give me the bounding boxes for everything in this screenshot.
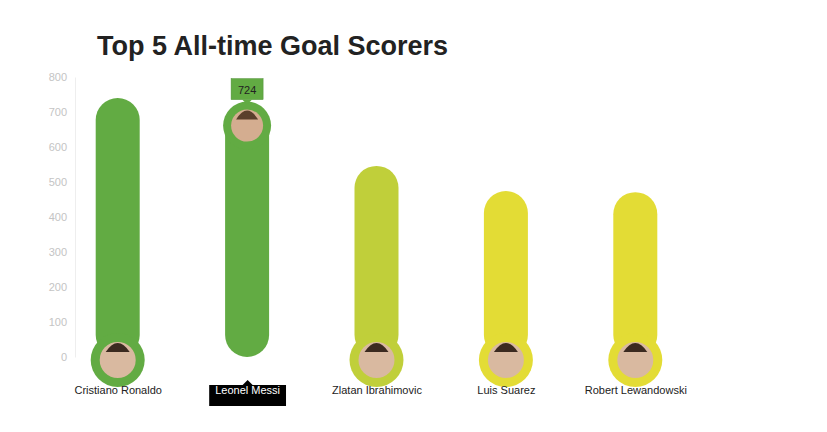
x-tick: Leonel Messi	[209, 380, 286, 406]
y-tick-label: 400	[49, 211, 67, 223]
avatar-hair	[623, 343, 647, 352]
y-tick: 400	[49, 211, 75, 223]
y-axis: 0 100 200 300 400 500 600 700 800	[49, 71, 76, 363]
avatar-hair	[106, 343, 130, 352]
bar[interactable]	[613, 192, 657, 357]
y-tick: 0	[61, 351, 75, 363]
y-tick-label: 0	[61, 351, 67, 363]
y-tick-label: 600	[49, 141, 67, 153]
avatar-ring	[350, 333, 404, 387]
y-tick-label: 100	[49, 316, 67, 328]
x-tick-label: Robert Lewandowski	[585, 384, 687, 396]
y-tick: 200	[49, 281, 75, 293]
title: Top 5 All-time Goal Scorers	[97, 31, 448, 61]
avatar	[359, 342, 395, 378]
avatar-ring	[223, 102, 271, 150]
tooltip-pointer	[242, 100, 252, 105]
tooltip-box	[231, 79, 263, 100]
avatar-hair	[365, 343, 389, 352]
y-tick: 700	[49, 106, 75, 118]
y-tick: 800	[49, 71, 75, 83]
bar[interactable]	[355, 166, 399, 357]
x-tick: Luis Suarez	[477, 384, 535, 396]
chart: Top 5 All-time Goal Scorers 0 100 200 300 400…	[0, 0, 827, 432]
y-tick: 500	[49, 176, 75, 188]
y-tick-label: 500	[49, 176, 67, 188]
y-axis-line	[75, 78, 76, 358]
x-tick: Cristiano Ronaldo	[74, 384, 161, 396]
x-tick-label: Zlatan Ibrahimovic	[332, 384, 422, 396]
x-tick-label: Luis Suarez	[477, 384, 535, 396]
avatar-ring	[91, 333, 145, 387]
avatar	[231, 110, 263, 142]
x-tick: Robert Lewandowski	[585, 384, 687, 396]
y-tick: 600	[49, 141, 75, 153]
data-label: 724	[238, 84, 256, 96]
bar[interactable]	[484, 191, 528, 357]
avatar	[488, 342, 524, 378]
avatars	[91, 102, 663, 387]
tooltip: 724	[231, 79, 263, 105]
avatar-hair	[494, 343, 518, 352]
y-tick-label: 700	[49, 106, 67, 118]
y-tick-label: 800	[49, 71, 67, 83]
y-tick-label: 300	[49, 246, 67, 258]
y-tick: 100	[49, 316, 75, 328]
avatar	[617, 342, 653, 378]
x-tick: Zlatan Ibrahimovic	[332, 384, 422, 396]
avatar-ring	[608, 333, 662, 387]
y-tick-label: 200	[49, 281, 67, 293]
x-tick-label: Cristiano Ronaldo	[74, 384, 161, 396]
y-tick: 300	[49, 246, 75, 258]
bars	[96, 98, 658, 357]
avatar	[100, 342, 136, 378]
x-axis: Cristiano Ronaldo Leonel Messi Zlatan Ibra…	[74, 380, 686, 406]
avatar-hair	[236, 111, 258, 120]
x-tick-label: Leonel Messi	[215, 384, 280, 396]
bar[interactable]	[96, 98, 140, 357]
avatar-ring	[479, 333, 533, 387]
